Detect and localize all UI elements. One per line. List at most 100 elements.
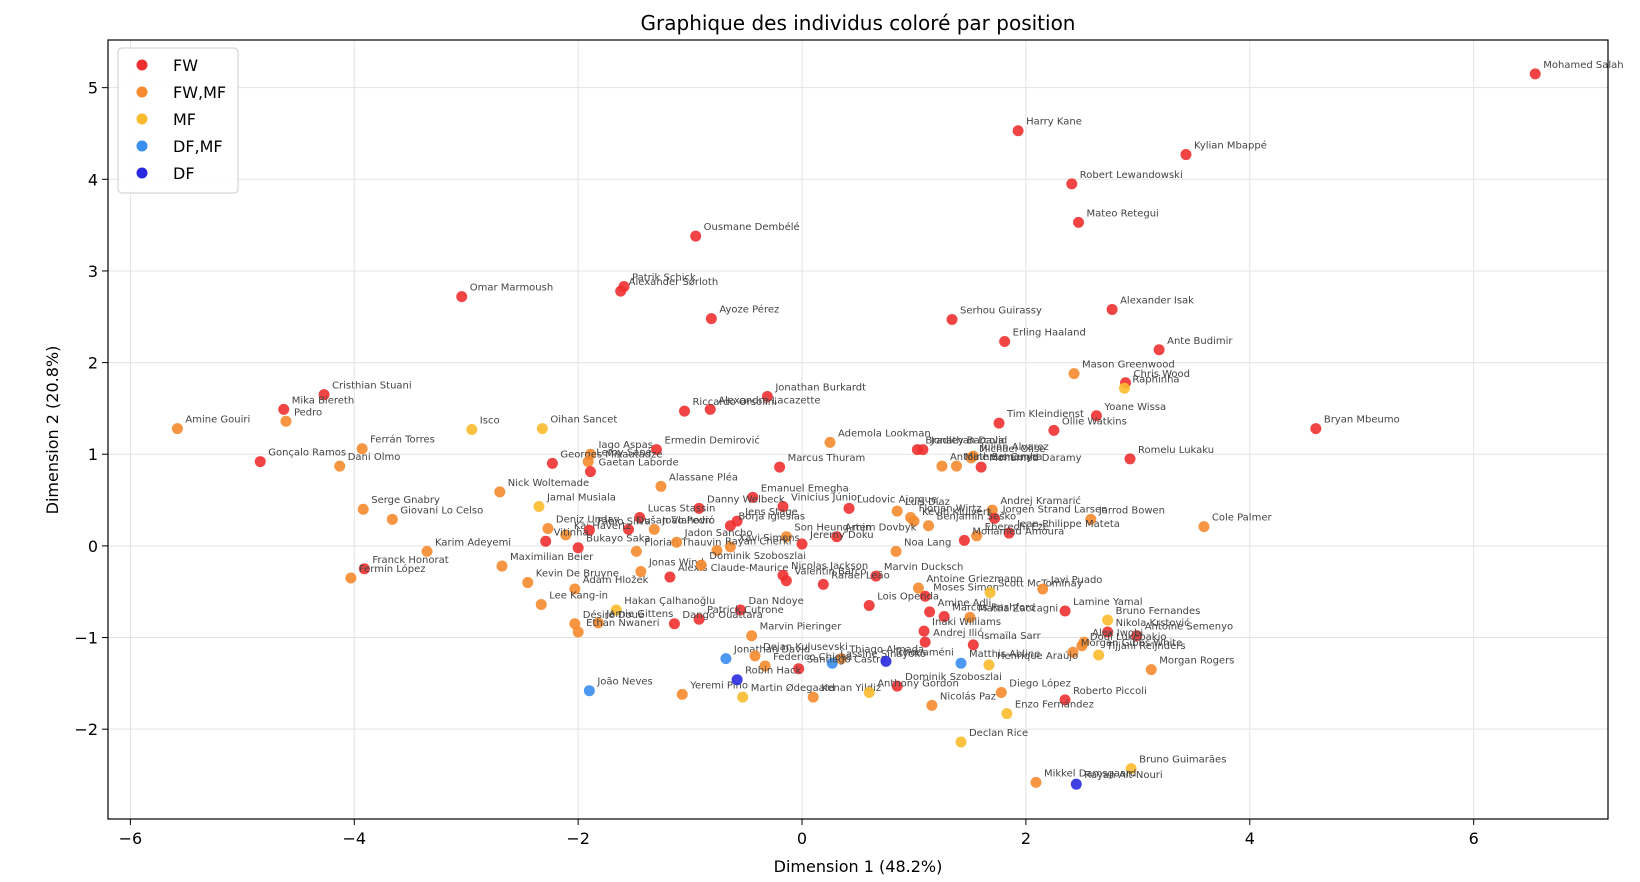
point-label: Dominik Szoboszlai (709, 551, 806, 562)
point-label: Nicolás Paz (940, 690, 996, 702)
y-tick-label: 5 (88, 79, 98, 98)
data-point: Ismaïla Sarr (967, 631, 1042, 651)
point-label: Nick Woltemade (508, 478, 589, 489)
point-label: Marcus Thuram (788, 453, 866, 464)
point-label: Alassane Pléa (669, 471, 738, 483)
point-marker (572, 626, 584, 638)
point-marker (711, 544, 723, 556)
point-marker (761, 391, 773, 403)
point-label: Pedro (294, 407, 322, 418)
point-label: Kai Havertz (574, 521, 631, 532)
point-label: Riccardo Orsolini (692, 397, 776, 408)
point-marker (671, 536, 683, 548)
point-label: Nikola Krstović (1116, 617, 1190, 629)
data-point: Dani Olmo (334, 452, 400, 472)
point-label: Yeremi Pino (689, 680, 748, 691)
data-point: Morgan Rogers (1145, 656, 1234, 676)
point-label: Ismaïla Sarr (981, 631, 1041, 642)
point-marker (780, 531, 792, 543)
data-point: Tchouaméni (880, 646, 954, 667)
point-marker (999, 336, 1011, 348)
data-point: Enzo Fernández (1001, 699, 1094, 720)
data-point: Bruno Fernandes (1102, 606, 1200, 626)
data-point: Alexander Sørloth (615, 277, 718, 297)
point-marker (951, 460, 963, 472)
point-marker (1059, 605, 1071, 617)
point-label: Karim Adeyemi (435, 537, 511, 548)
data-point: Pedro (280, 407, 322, 427)
point-marker (908, 515, 920, 527)
point-label: Dango Ouattara (682, 610, 762, 621)
data-point: Erling Haaland (999, 328, 1086, 348)
data-point: Ollie Watkins (1048, 416, 1127, 436)
data-point: Michael Olise (965, 444, 1045, 464)
data-point: Kevin Kluivert (908, 507, 991, 527)
data-point: Adam Hložek (569, 574, 649, 595)
point-label: Florian Thauvin (644, 537, 721, 548)
point-marker (345, 572, 357, 584)
x-tick-label: 0 (797, 829, 807, 848)
data-point: Nikola Krstović (1102, 617, 1190, 638)
point-marker (456, 291, 468, 303)
point-marker (1102, 614, 1114, 626)
point-marker (254, 456, 266, 468)
point-label: Mattia Zaccagni (978, 603, 1058, 614)
point-label: Serhou Guirassy (960, 306, 1042, 317)
legend-label: MF (173, 110, 196, 129)
point-label: Andrej Kramarić (1000, 495, 1081, 507)
x-tick-label: −4 (342, 829, 366, 848)
point-label: Georges Mikautadze (560, 449, 662, 460)
data-point: Jean-Philippe Mateta (1003, 519, 1120, 539)
point-label: Matheus Cunha (965, 452, 1043, 463)
point-label: Bryan Mbeumo (1324, 415, 1400, 426)
data-point: Son Heung-min (780, 523, 872, 543)
data-point: Matheus Cunha (951, 452, 1043, 472)
data-point: Florian Thauvin (630, 537, 721, 557)
point-label: Romelu Lukaku (1138, 445, 1214, 456)
point-marker (986, 504, 998, 516)
data-point: Andrej Ilić (919, 627, 983, 648)
point-label: Javi Puado (1050, 575, 1103, 586)
point-marker (536, 423, 548, 435)
point-marker (749, 650, 761, 662)
point-marker (540, 535, 552, 547)
point-label: Antoine Semenyo (1145, 622, 1233, 633)
point-marker (824, 436, 836, 448)
point-marker (835, 653, 847, 665)
data-point: Thiago Almada (835, 645, 924, 665)
point-label: Ollie Watkins (1062, 416, 1127, 427)
point-label: Nicolas Jackson (791, 561, 868, 572)
point-marker (863, 687, 875, 699)
point-label: Raphinha (1132, 374, 1179, 385)
data-point: Harry Kane (1012, 117, 1082, 137)
point-label: Robert Lewandowski (1080, 170, 1183, 181)
data-point: Mason Greenwood (1068, 360, 1175, 380)
point-label: Chris Wood (1134, 369, 1190, 380)
legend-marker (136, 59, 148, 71)
data-point: Lamine Yamal (1059, 597, 1142, 617)
data-point: Kai Havertz (560, 521, 631, 541)
data-point: Noa Lang (890, 537, 951, 557)
point-label: Noa Lang (904, 537, 951, 548)
point-label: Mika Biereth (292, 395, 354, 406)
data-point: Franck Honorat (358, 555, 449, 575)
point-marker (560, 529, 572, 541)
point-label: Bukayo Saka (586, 534, 650, 545)
data-point: Marcus Rashford (938, 602, 1035, 622)
point-marker (1076, 640, 1088, 652)
point-label: Alexandre Lacazette (718, 395, 820, 406)
point-marker (648, 523, 660, 535)
x-tick-label: −6 (119, 829, 143, 848)
point-label: Kevin Kluivert (922, 507, 991, 518)
point-label: Rayan Ait-Nouri (1084, 770, 1162, 781)
point-label: Robin Hack (745, 666, 801, 677)
point-label: Rayan Cherki (725, 536, 792, 547)
point-marker (1102, 626, 1114, 638)
legend-marker (136, 140, 148, 152)
point-label: Inaki Williams (932, 617, 1001, 628)
point-marker (890, 545, 902, 557)
data-point: Mohamed Amoura (958, 526, 1064, 546)
point-label: Ayoze Pérez (719, 304, 779, 316)
data-point: Marvin Pieringer (746, 622, 842, 642)
x-tick-label: 4 (1245, 829, 1255, 848)
